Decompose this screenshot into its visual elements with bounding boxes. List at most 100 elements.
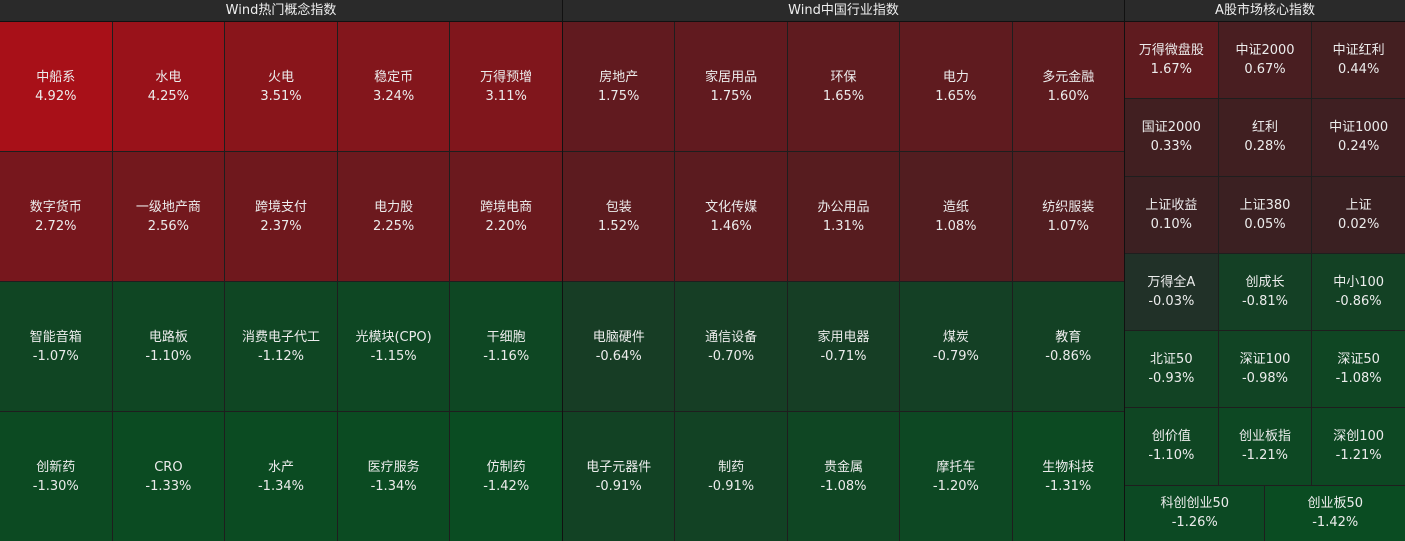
tile-change: -0.71% bbox=[820, 348, 867, 364]
tile-name: 深创100 bbox=[1333, 429, 1385, 445]
tile-name: 跨境支付 bbox=[254, 199, 307, 215]
tile-change: -1.10% bbox=[145, 348, 192, 364]
tile-change: -1.07% bbox=[32, 348, 79, 364]
tile: 纺织服装 1.07% bbox=[1012, 152, 1124, 281]
tile-name: 医疗服务 bbox=[367, 459, 420, 475]
tile-name: 万得全A bbox=[1147, 274, 1196, 290]
tile: 消费电子代工 -1.12% bbox=[225, 282, 337, 411]
tile-name: 深证100 bbox=[1239, 352, 1291, 368]
tile: 中证2000 0.67% bbox=[1218, 22, 1312, 99]
tile-name: 水电 bbox=[155, 69, 182, 85]
tile-change: -1.34% bbox=[370, 478, 417, 494]
tile-name: 上证380 bbox=[1239, 197, 1291, 213]
panel-title: Wind中国行业指数 bbox=[563, 0, 1124, 22]
tile-name: 创价值 bbox=[1151, 429, 1191, 445]
panel: A股市场核心指数 万得微盘股 1.67% 中证2000 0.67% 中证红利 0.44% 国证… bbox=[1125, 0, 1405, 541]
tile-change: 1.67% bbox=[1150, 62, 1192, 78]
tile-name: 光模块(CPO) bbox=[355, 329, 432, 345]
tile-change: -0.86% bbox=[1045, 348, 1092, 364]
tile-change: 4.92% bbox=[35, 88, 77, 104]
tile: 创业板50 -1.42% bbox=[1265, 485, 1405, 541]
tile: 家居用品 1.75% bbox=[675, 22, 787, 151]
tile-name: 万得预增 bbox=[480, 69, 533, 85]
tile-name: 创业板指 bbox=[1238, 429, 1291, 445]
tile: 家用电器 -0.71% bbox=[787, 282, 900, 411]
tile-change: 3.51% bbox=[260, 88, 302, 104]
tile: 上证 0.02% bbox=[1312, 176, 1405, 253]
tile: 创价值 -1.10% bbox=[1125, 408, 1218, 485]
tile-change: 0.28% bbox=[1244, 139, 1286, 155]
tile-name: 摩托车 bbox=[936, 459, 976, 475]
tile-name: 电力股 bbox=[374, 199, 414, 215]
tile-name: 中船系 bbox=[36, 69, 76, 85]
tile-change: 1.31% bbox=[822, 218, 865, 234]
panel: Wind热门概念指数 中船系 4.92% 水电 4.25% 火电 3.51% 稳定币 3.24%… bbox=[0, 0, 562, 541]
tile-name: 教育 bbox=[1055, 329, 1082, 345]
tile-change: 2.25% bbox=[372, 218, 415, 234]
tile-change: -1.20% bbox=[932, 478, 979, 494]
tile-name: 中证2000 bbox=[1235, 43, 1295, 59]
tile: CRO -1.33% bbox=[112, 412, 225, 541]
tile: 创新药 -1.30% bbox=[0, 412, 112, 541]
tile: 国证2000 0.33% bbox=[1125, 99, 1218, 176]
tile-name: 仿制药 bbox=[486, 459, 526, 475]
tile-change: 0.05% bbox=[1244, 216, 1286, 232]
tile-name: 电力 bbox=[942, 69, 969, 85]
tile: 中证红利 0.44% bbox=[1312, 22, 1405, 99]
tile-name: 办公用品 bbox=[817, 199, 870, 215]
tile-name: 红利 bbox=[1251, 120, 1278, 136]
tile: 创成长 -0.81% bbox=[1218, 253, 1312, 331]
tile-change: -1.33% bbox=[145, 478, 192, 494]
tile: 电路板 -1.10% bbox=[112, 282, 225, 411]
tile-change: -0.93% bbox=[1148, 371, 1195, 387]
tile-name: 创业板50 bbox=[1307, 496, 1363, 512]
tile: 仿制药 -1.42% bbox=[450, 412, 562, 541]
tile: 中小100 -0.86% bbox=[1312, 253, 1405, 331]
tile: 水产 -1.34% bbox=[225, 412, 337, 541]
tile-name: 通信设备 bbox=[705, 329, 758, 345]
tile-change: 0.24% bbox=[1338, 139, 1380, 155]
tile-name: 造纸 bbox=[942, 199, 969, 215]
tile-name: 干细胞 bbox=[486, 329, 526, 345]
tile-name: 房地产 bbox=[599, 69, 639, 85]
tile-change: 1.75% bbox=[710, 88, 752, 104]
panel-title: Wind热门概念指数 bbox=[0, 0, 562, 22]
tile: 房地产 1.75% bbox=[563, 22, 675, 151]
tile-name: 生物科技 bbox=[1042, 459, 1095, 475]
tile-name: 家居用品 bbox=[705, 69, 758, 85]
tile-name: 智能音箱 bbox=[29, 329, 82, 345]
tile-change: -1.15% bbox=[370, 348, 417, 364]
tile-change: -1.26% bbox=[1171, 515, 1218, 531]
tile: 造纸 1.08% bbox=[900, 152, 1012, 281]
tile-name: 北证50 bbox=[1150, 352, 1193, 368]
tile: 稳定币 3.24% bbox=[337, 22, 450, 151]
tile-change: 2.72% bbox=[35, 218, 77, 234]
tile: 水电 4.25% bbox=[112, 22, 225, 151]
tile: 包装 1.52% bbox=[563, 152, 675, 281]
tile: 通信设备 -0.70% bbox=[675, 282, 787, 411]
tile-name: 国证2000 bbox=[1141, 120, 1201, 136]
tile-change: -0.64% bbox=[595, 348, 642, 364]
tile-change: 1.65% bbox=[822, 88, 865, 104]
tile-name: 跨境电商 bbox=[480, 199, 533, 215]
tile-change: 0.02% bbox=[1338, 216, 1380, 232]
tile: 科创创业50 -1.26% bbox=[1125, 485, 1265, 541]
tile: 深证100 -0.98% bbox=[1218, 331, 1312, 408]
panel: Wind中国行业指数 房地产 1.75% 家居用品 1.75% 环保 1.65% 电力 1.65… bbox=[563, 0, 1124, 541]
tile-name: 稳定币 bbox=[374, 69, 414, 85]
tile: 制药 -0.91% bbox=[675, 412, 787, 541]
tile-change: 2.20% bbox=[485, 218, 527, 234]
tile-name: CRO bbox=[154, 459, 183, 475]
tile: 贵金属 -1.08% bbox=[787, 412, 900, 541]
tile-name: 电路板 bbox=[148, 329, 188, 345]
tile: 电力股 2.25% bbox=[337, 152, 450, 281]
tile-name: 多元金融 bbox=[1042, 69, 1095, 85]
tile-change: -1.34% bbox=[257, 478, 304, 494]
tile: 一级地产商 2.56% bbox=[112, 152, 225, 281]
tile: 办公用品 1.31% bbox=[787, 152, 900, 281]
tile-grid: 万得微盘股 1.67% 中证2000 0.67% 中证红利 0.44% 国证2000 0.33… bbox=[1125, 22, 1405, 541]
tile: 干细胞 -1.16% bbox=[450, 282, 562, 411]
tile: 煤炭 -0.79% bbox=[900, 282, 1012, 411]
tile-name: 消费电子代工 bbox=[241, 329, 320, 345]
